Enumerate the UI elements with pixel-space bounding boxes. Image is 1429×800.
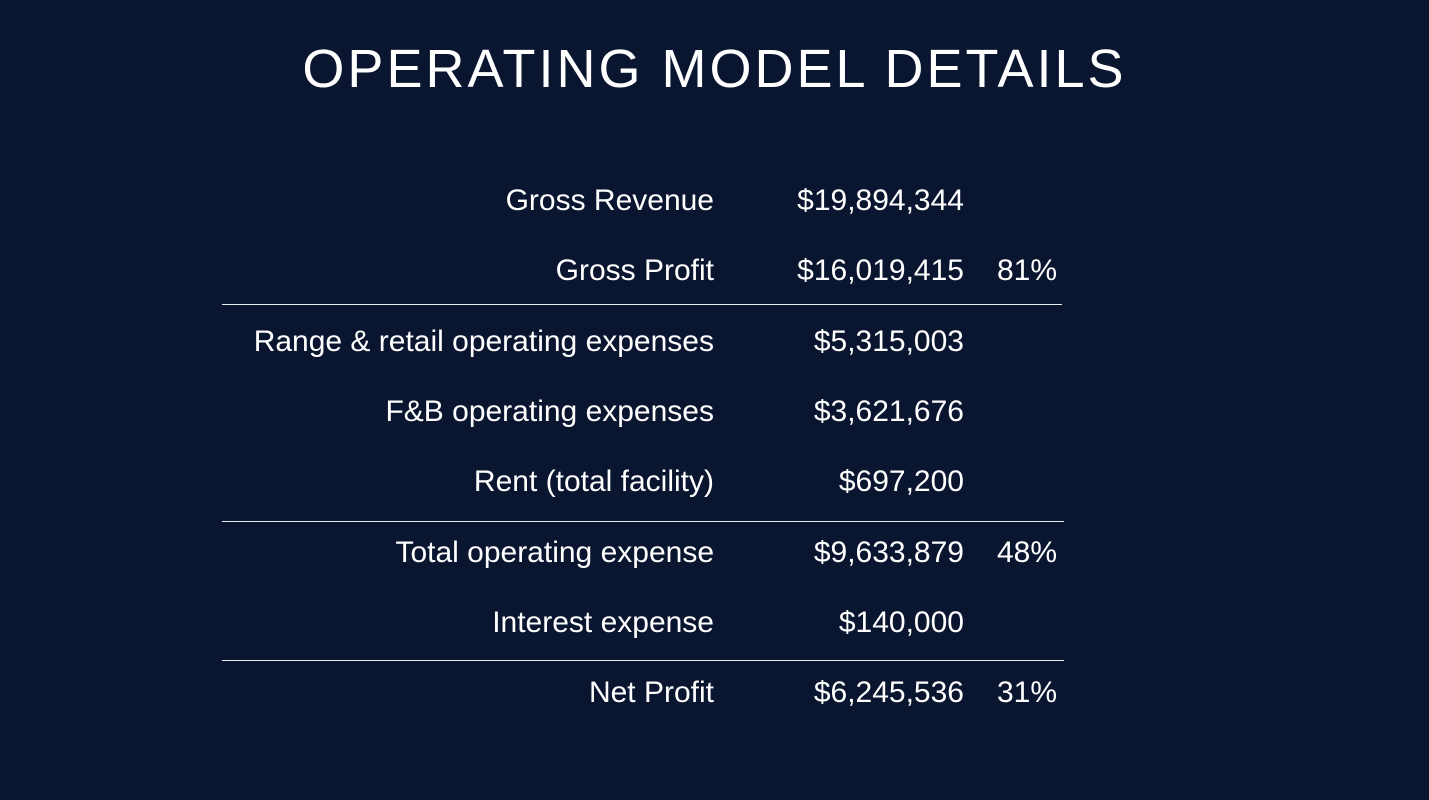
row-value: $697,200 (838, 465, 964, 498)
section-divider (222, 304, 1062, 305)
table-row-fb-opex: F&B operating expenses $3,621,676 (222, 392, 1064, 432)
row-label: Range & retail operating expenses (253, 325, 714, 358)
row-percent: 48% (997, 536, 1058, 569)
section-divider (222, 521, 1064, 522)
row-label: Gross Revenue (505, 184, 714, 217)
row-label: Total operating expense (395, 536, 714, 569)
row-value: $19,894,344 (797, 184, 964, 217)
row-label: Net Profit (588, 676, 714, 709)
row-value: $5,315,003 (813, 325, 964, 358)
row-value: $3,621,676 (813, 395, 964, 428)
row-value: $6,245,536 (813, 676, 964, 709)
row-label: Rent (total facility) (473, 465, 714, 498)
row-label: Interest expense (492, 606, 714, 639)
row-value: $9,633,879 (813, 536, 964, 569)
slide-title: OPERATING MODEL DETAILS (302, 39, 1127, 99)
table-row-total-opex: Total operating expense $9,633,879 48% (222, 533, 1064, 573)
row-percent: 81% (997, 254, 1058, 287)
table-row-gross-profit: Gross Profit $16,019,415 81% (222, 251, 1064, 291)
table-row-gross-revenue: Gross Revenue $19,894,344 (222, 181, 1064, 221)
row-percent: 31% (997, 676, 1058, 709)
row-label: F&B operating expenses (385, 395, 714, 428)
table-row-interest-expense: Interest expense $140,000 (222, 603, 1064, 643)
row-label: Gross Profit (555, 254, 714, 287)
row-value: $140,000 (838, 606, 964, 639)
row-value: $16,019,415 (797, 254, 964, 287)
table-row-rent: Rent (total facility) $697,200 (222, 462, 1064, 502)
table-row-net-profit: Net Profit $6,245,536 31% (222, 673, 1064, 713)
section-divider (222, 660, 1064, 661)
table-row-range-retail-opex: Range & retail operating expenses $5,315… (222, 322, 1064, 362)
operating-model-table: Gross Revenue $19,894,344 Gross Profit $… (222, 0, 1064, 800)
